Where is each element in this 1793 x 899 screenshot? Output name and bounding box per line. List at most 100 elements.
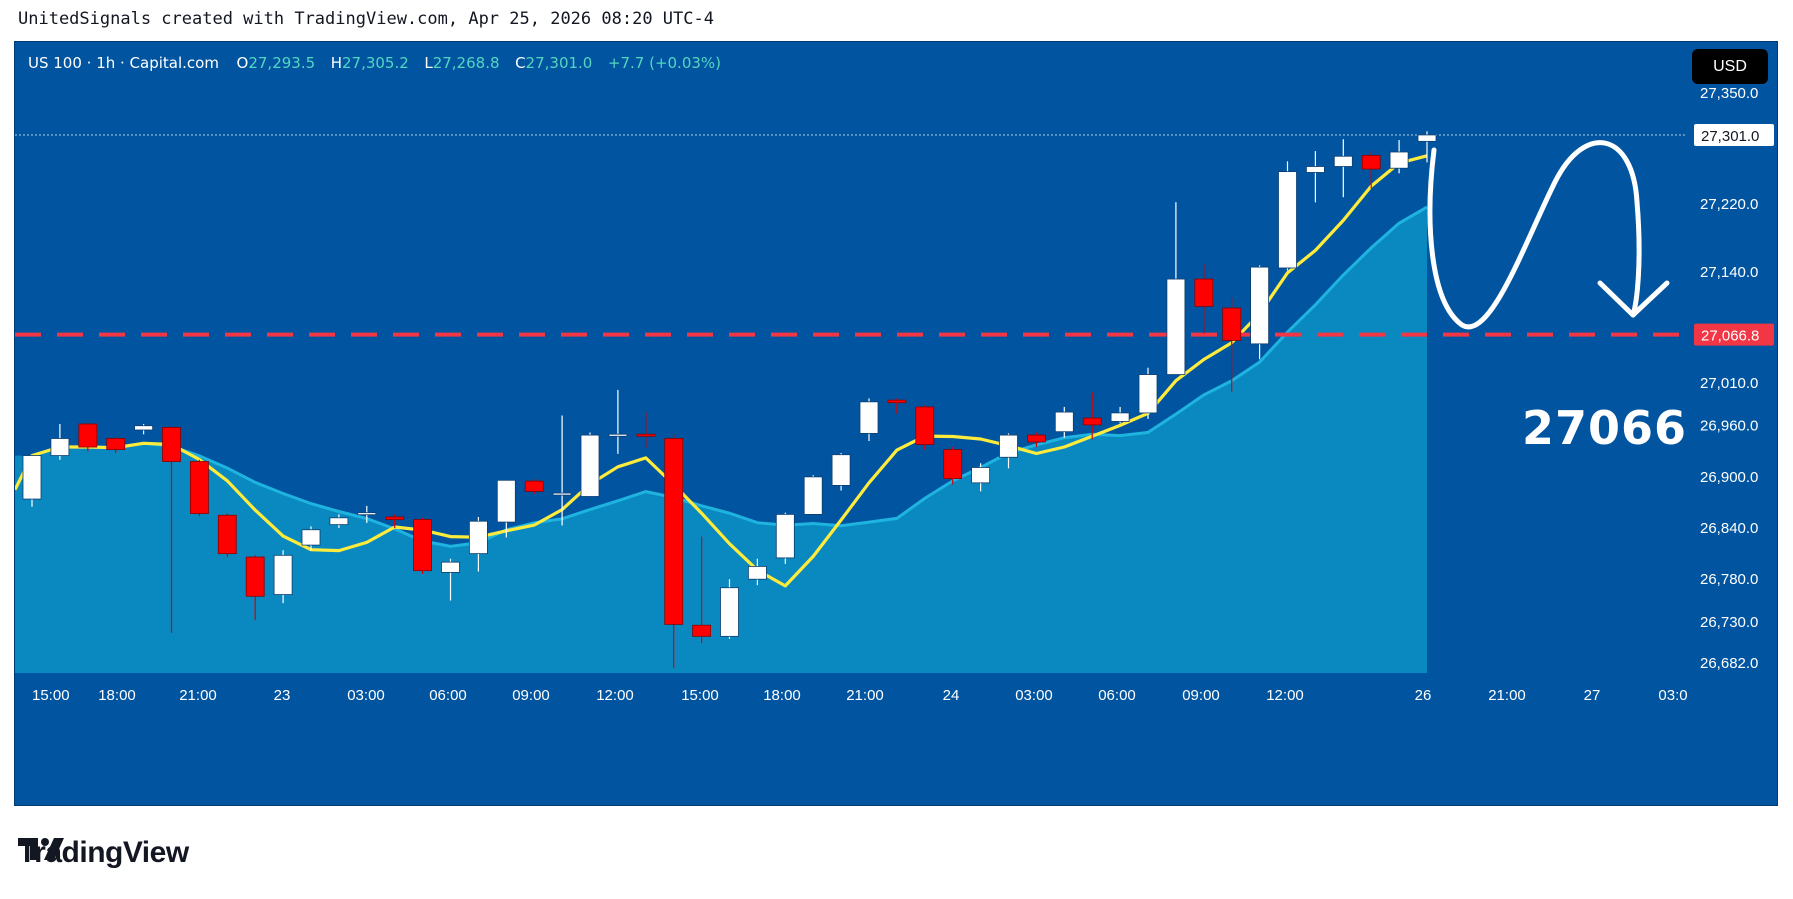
candle-body	[803, 476, 823, 515]
candle-body	[971, 467, 990, 484]
level-price-tag: 27,066.8	[1694, 323, 1774, 346]
x-tick-label: 03:00	[1015, 687, 1053, 704]
candle	[803, 475, 823, 515]
x-tick-label: 12:00	[1266, 687, 1304, 704]
candle	[301, 526, 321, 551]
candle-body	[524, 480, 544, 492]
y-tick-label: 26,780.0	[1700, 571, 1758, 588]
candle-body	[999, 434, 1018, 458]
chart-panel[interactable]: 27,350.0 27,220.0 27,140.0 27,010.0 26,960.0…	[14, 41, 1778, 806]
candle-body	[1054, 411, 1074, 433]
x-tick-label: 21:00	[846, 687, 884, 704]
candle	[831, 453, 851, 491]
candle	[580, 432, 600, 497]
slow-ma-fill	[15, 207, 1427, 673]
x-tick-label: 15:00	[32, 687, 70, 704]
candle-body	[1333, 155, 1353, 167]
legend-symbol[interactable]: US 100 · 1h · Capital.com	[28, 54, 219, 72]
candle-body	[887, 399, 907, 404]
candle	[1250, 265, 1269, 360]
candle-body	[1250, 266, 1269, 345]
candle-body	[831, 454, 851, 486]
fast-ma-line	[15, 154, 1428, 588]
legend-high-value: 27,305.2	[341, 54, 409, 72]
fast-moving-average	[15, 154, 1428, 588]
candle	[78, 422, 98, 452]
candle	[106, 436, 126, 454]
y-tick-label: 27,220.0	[1700, 196, 1758, 213]
candle-body	[1222, 307, 1242, 341]
candle-body	[1082, 417, 1102, 426]
y-tick-label: 27,140.0	[1700, 264, 1758, 281]
candle	[413, 517, 433, 575]
candle	[1194, 263, 1214, 334]
candle-body	[329, 517, 349, 526]
candle-body	[1166, 278, 1186, 375]
candle	[748, 558, 767, 586]
candle	[1082, 392, 1102, 440]
candle	[162, 425, 181, 633]
candle-body	[580, 434, 600, 497]
currency-button[interactable]: USD	[1692, 49, 1768, 84]
candle-body	[301, 529, 321, 546]
level-line-group	[15, 134, 1687, 337]
x-tick-label: 18:00	[98, 687, 136, 704]
candle	[1027, 432, 1046, 448]
price-axis[interactable]: 27,350.0 27,220.0 27,140.0 27,010.0 26,960.0…	[1694, 85, 1774, 672]
legend-change: +7.7 (+0.03%)	[607, 54, 722, 72]
candle-body	[189, 461, 209, 514]
candle	[217, 513, 237, 558]
candle-body	[1417, 134, 1437, 142]
x-tick-label: 09:00	[512, 687, 550, 704]
candle-body	[608, 433, 628, 437]
candle	[524, 479, 544, 494]
legend-close-label: C	[515, 54, 526, 72]
x-tick-label: 09:00	[1182, 687, 1220, 704]
attribution-header: UnitedSignals created with TradingView.c…	[18, 9, 714, 29]
candle	[1278, 161, 1297, 271]
candle	[636, 412, 656, 448]
candle	[1333, 139, 1353, 198]
x-tick-label: 06:00	[429, 687, 467, 704]
projection-curve	[1427, 140, 1642, 330]
y-tick-label: 26,682.0	[1700, 655, 1758, 672]
projection-arrow	[1427, 140, 1670, 330]
candle-body	[496, 479, 516, 523]
slow-moving-average-area	[15, 205, 1428, 673]
candle-body	[413, 519, 433, 572]
legend-open-value: 27,293.5	[248, 54, 316, 72]
candle	[1110, 406, 1130, 424]
candle-body	[245, 556, 265, 597]
candle	[887, 398, 907, 414]
candle-body	[1361, 155, 1381, 170]
candle-body	[859, 401, 879, 434]
x-tick-label: 27	[1584, 687, 1601, 704]
x-tick-label: 12:00	[596, 687, 634, 704]
time-axis[interactable]: 15:00 18:00 21:00 23 03:00 06:00 09:00 12:00 15:…	[15, 673, 1778, 713]
candle	[859, 398, 879, 442]
target-price-annotation: 27066	[1522, 401, 1688, 455]
candle	[971, 463, 990, 492]
x-tick-label: 03:00	[347, 687, 385, 704]
candle	[943, 447, 963, 485]
x-tick-label: 24	[943, 687, 960, 704]
candle-body	[775, 513, 795, 559]
candle	[552, 415, 572, 526]
candle-body	[78, 423, 98, 448]
tradingview-brand[interactable]: TradingView	[18, 836, 189, 870]
candle	[189, 459, 209, 517]
candle-body	[692, 624, 711, 637]
x-tick-label: 21:00	[179, 687, 217, 704]
candle-body	[1306, 166, 1325, 173]
candle-body	[106, 438, 126, 450]
x-tick-label: 06:00	[1098, 687, 1136, 704]
legend-close-value: 27,301.0	[525, 54, 593, 72]
y-tick-label: 26,900.0	[1700, 469, 1758, 486]
price-chart[interactable]: 27,350.0 27,220.0 27,140.0 27,010.0 26,960.0…	[15, 42, 1778, 806]
candle	[720, 579, 739, 639]
time-axis-bg	[15, 673, 1777, 713]
x-tick-label: 03:0	[1658, 687, 1687, 704]
candle	[496, 479, 516, 538]
candle-body	[943, 449, 963, 479]
x-tick-label: 15:00	[681, 687, 719, 704]
